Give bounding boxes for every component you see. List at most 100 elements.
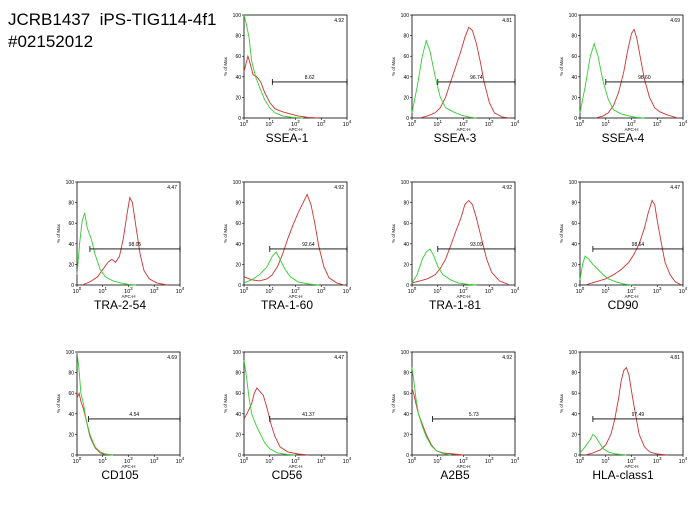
x-axis-label: APC-H [456, 464, 470, 469]
y-tick-label: 20 [235, 262, 241, 268]
sample-date-code: #02152012 [8, 32, 94, 51]
y-axis-label: % of Max [391, 56, 396, 76]
x-tick-label: 101 [265, 119, 274, 128]
histogram-svg: 0 20 40 60 80 100 % of Max 100 101 102 103 104 APC-H… [223, 13, 352, 132]
y-tick-label: 100 [66, 350, 75, 356]
control-histogram-line [411, 367, 451, 456]
histogram-panel: 0 20 40 60 80 100 % of Max 100 101 102 103 104 APC-H… [390, 5, 520, 145]
y-tick-label: 100 [569, 13, 578, 19]
y-tick-label: 40 [403, 75, 409, 81]
x-axis-label: APC-H [456, 294, 470, 299]
y-tick-label: 80 [68, 371, 74, 377]
gate-percent-label: 4.54 [129, 412, 139, 418]
x-axis-label: APC-H [288, 294, 302, 299]
y-tick-label: 0 [71, 283, 74, 289]
control-percent-label: 4.92 [334, 185, 344, 191]
histogram-panel: 0 20 40 60 80 100 % of Max 100 101 102 103 104 APC-H… [222, 342, 352, 482]
x-tick-label: 101 [601, 456, 610, 465]
y-axis-label: % of Max [223, 393, 228, 413]
x-tick-label: 102 [459, 456, 468, 465]
marker-label: TRA-1-60 [260, 298, 313, 312]
x-tick-label: 103 [485, 456, 494, 465]
gate-percent-label: 98.60 [638, 75, 651, 81]
y-axis-label: % of Max [56, 223, 61, 243]
x-tick-label: 100 [576, 456, 585, 465]
x-tick-label: 102 [291, 456, 300, 465]
marker-label: CD105 [101, 468, 139, 482]
gate-percent-label: 93.09 [470, 242, 483, 248]
y-tick-label: 0 [406, 116, 409, 122]
marker-label: CD56 [271, 468, 303, 482]
x-tick-label: 100 [408, 456, 417, 465]
y-axis-label: % of Max [223, 223, 228, 243]
stained-histogram-line [243, 193, 345, 286]
x-tick-label: 100 [240, 456, 249, 465]
histogram-svg: 0 20 40 60 80 100 % of Max 100 101 102 103 104 APC-H… [391, 180, 520, 299]
control-histogram-line [411, 39, 477, 119]
x-tick-label: 104 [679, 286, 688, 295]
x-axis-label: APC-H [456, 127, 470, 132]
x-tick-label: 104 [343, 286, 352, 295]
y-tick-label: 100 [401, 13, 410, 19]
control-percent-label: 4.92 [502, 185, 512, 191]
x-tick-label: 104 [343, 119, 352, 128]
y-axis-label: % of Max [559, 56, 564, 76]
marker-label: SSEA-3 [433, 131, 477, 145]
control-percent-label: 4.81 [502, 18, 512, 24]
x-tick-label: 100 [576, 119, 585, 128]
y-tick-label: 0 [574, 283, 577, 289]
gate-percent-label: 5.73 [469, 412, 479, 418]
histogram-svg: 0 20 40 60 80 100 % of Max 100 101 102 103 104 APC-H… [559, 13, 688, 132]
x-tick-label: 104 [176, 286, 185, 295]
y-tick-label: 80 [235, 201, 241, 207]
histogram-panel: 0 20 40 60 80 100 % of Max 100 101 102 103 104 APC-H… [390, 172, 520, 312]
control-percent-label: 4.47 [670, 185, 680, 191]
x-tick-label: 102 [291, 286, 300, 295]
x-tick-label: 100 [73, 456, 82, 465]
x-tick-label: 104 [343, 456, 352, 465]
y-axis-label: % of Max [559, 393, 564, 413]
histogram-svg: 0 20 40 60 80 100 % of Max 100 101 102 103 104 APC-H… [391, 13, 520, 132]
y-tick-label: 80 [571, 371, 577, 377]
histogram-panel: 0 20 40 60 80 100 % of Max 100 101 102 103 104 APC-H… [558, 5, 688, 145]
y-tick-label: 60 [68, 391, 74, 397]
y-tick-label: 40 [571, 242, 577, 248]
x-tick-label: 101 [265, 286, 274, 295]
y-tick-label: 0 [238, 283, 241, 289]
histogram-svg: 0 20 40 60 80 100 % of Max 100 101 102 103 104 APC-H… [56, 180, 185, 299]
x-tick-label: 102 [627, 456, 636, 465]
y-tick-label: 100 [66, 180, 75, 186]
y-axis-label: % of Max [223, 56, 228, 76]
y-tick-label: 0 [406, 283, 409, 289]
stained-histogram-line [243, 387, 309, 456]
y-tick-label: 60 [68, 221, 74, 227]
x-tick-label: 101 [433, 456, 442, 465]
y-tick-label: 100 [233, 180, 242, 186]
y-axis-label: % of Max [391, 223, 396, 243]
y-axis-label: % of Max [391, 393, 396, 413]
control-percent-label: 4.47 [334, 355, 344, 361]
marker-label: HLA-class1 [592, 468, 654, 482]
y-tick-label: 0 [574, 453, 577, 459]
x-tick-label: 104 [679, 456, 688, 465]
x-tick-label: 102 [627, 286, 636, 295]
histogram-panel: 0 20 40 60 80 100 % of Max 100 101 102 103 104 APC-H… [222, 5, 352, 145]
plot-frame [76, 181, 181, 286]
plot-frame [579, 14, 684, 119]
y-tick-label: 40 [571, 412, 577, 418]
stained-histogram-line [411, 199, 510, 286]
x-axis-label: APC-H [624, 127, 638, 132]
y-tick-label: 40 [403, 242, 409, 248]
y-tick-label: 20 [403, 432, 409, 438]
x-tick-label: 103 [150, 456, 159, 465]
y-tick-label: 40 [235, 412, 241, 418]
control-histogram-line [579, 42, 645, 119]
y-tick-label: 60 [235, 54, 241, 60]
x-tick-label: 104 [511, 456, 520, 465]
plot-frame [243, 14, 348, 119]
x-tick-label: 101 [433, 286, 442, 295]
control-histogram-line [411, 248, 477, 286]
y-tick-label: 0 [238, 453, 241, 459]
histogram-panel: 0 20 40 60 80 100 % of Max 100 101 102 103 104 APC-H… [558, 172, 688, 312]
histogram-svg: 0 20 40 60 80 100 % of Max 100 101 102 103 104 APC-H… [559, 350, 688, 469]
